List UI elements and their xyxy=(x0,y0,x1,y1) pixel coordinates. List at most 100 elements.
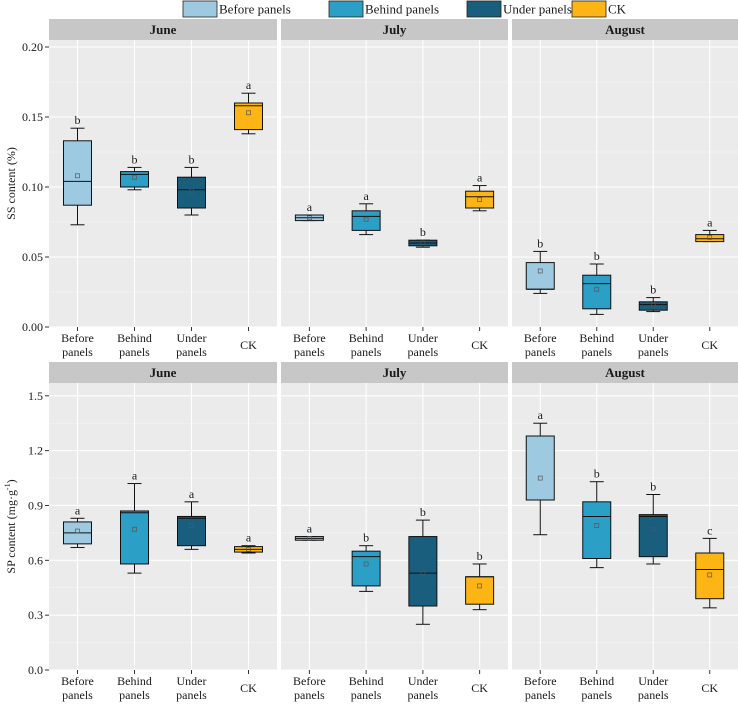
mean-marker xyxy=(132,526,137,532)
x-category-label-r0-p2-c2: Under panels xyxy=(638,331,669,359)
box-r1-p1-c0: a xyxy=(294,522,324,541)
mean-marker xyxy=(594,286,600,292)
mean-marker xyxy=(477,583,482,589)
significance-label: c xyxy=(707,523,712,537)
x-category-label-r1-p1-c3: CK xyxy=(471,681,488,695)
significance-label: b xyxy=(477,549,483,563)
box-iqr xyxy=(234,102,263,131)
mean-marker xyxy=(75,528,80,534)
mean-marker xyxy=(307,215,312,221)
y-tick-label-row-0-4: 0.20 xyxy=(22,40,43,54)
box-r0-p2-c3: a xyxy=(695,215,725,243)
x-category-label-r0-p0-c1: Behind panels xyxy=(117,331,152,359)
y-tick-label-row-0-0: 0.00 xyxy=(22,320,43,334)
y-tick-label-row-1-5: 1.5 xyxy=(28,389,43,403)
significance-label: b xyxy=(420,505,426,519)
panel-strip-r0-p2 xyxy=(512,19,738,40)
panel-bg-r1-p1 xyxy=(281,383,508,670)
mean-marker xyxy=(363,216,369,222)
y-axis-label-row-1: SP content (mg·g-1) xyxy=(3,479,18,573)
significance-label: b xyxy=(594,467,600,481)
legend-label-3: CK xyxy=(608,2,627,17)
box-r0-p1-c2: b xyxy=(408,225,438,248)
x-category-label-r0-p2-c3: CK xyxy=(701,338,718,352)
y-tick-label-row-1-0: 0.0 xyxy=(28,663,43,677)
legend-label-1: Behind panels xyxy=(365,2,439,17)
x-category-label-r1-p0-c1: Behind panels xyxy=(117,674,152,702)
x-category-label-r1-p1-c1: Behind panels xyxy=(349,674,384,702)
panel-title-r1-p2: August xyxy=(605,365,645,380)
x-category-label-r1-p0-c3: CK xyxy=(240,681,257,695)
panel-strip-r0-p0 xyxy=(49,19,277,40)
box-iqr xyxy=(177,515,206,547)
significance-label: b xyxy=(537,236,543,250)
box-iqr xyxy=(638,514,668,558)
significance-label: b xyxy=(132,152,138,166)
significance-label: a xyxy=(363,189,369,203)
box-r1-p1-c3: b xyxy=(465,549,495,611)
y-tick-label-row-1-1: 0.3 xyxy=(28,608,43,622)
significance-label: b xyxy=(650,283,656,297)
significance-label: a xyxy=(189,487,195,501)
box-r0-p2-c1: b xyxy=(582,249,612,315)
box-r0-p0-c2: b xyxy=(177,152,206,216)
mean-marker xyxy=(650,302,656,307)
x-category-label-r0-p1-c0: Before panels xyxy=(293,331,326,359)
legend-swatch-0 xyxy=(182,0,218,18)
box-r1-p1-c1: b xyxy=(351,531,381,592)
box-iqr xyxy=(120,510,149,565)
y-tick-label-row-1-2: 0.6 xyxy=(28,553,43,567)
panel-title-r1-p0: June xyxy=(150,365,177,380)
box-iqr xyxy=(351,210,381,231)
box-r0-p0-c1: b xyxy=(120,152,149,191)
box-iqr xyxy=(582,274,612,310)
significance-label: a xyxy=(246,78,252,92)
significance-label: a xyxy=(75,503,81,517)
x-category-label-r0-p1-c1: Behind panels xyxy=(349,331,384,359)
x-category-label-r0-p0-c3: CK xyxy=(240,338,257,352)
legend-swatch-1 xyxy=(328,0,364,18)
box-iqr xyxy=(525,262,555,290)
y-tick-label-row-1-4: 1.2 xyxy=(28,444,43,458)
mean-marker xyxy=(363,561,369,567)
panel-strip-r1-p0 xyxy=(49,362,277,383)
mean-marker xyxy=(307,536,312,541)
box-iqr xyxy=(638,301,668,311)
x-category-label-r1-p2-c2: Under panels xyxy=(638,674,669,702)
x-category-label-r0-p1-c2: Under panels xyxy=(408,331,439,359)
y-tick-label-row-0-2: 0.10 xyxy=(22,180,43,194)
significance-label: b xyxy=(189,152,195,166)
x-category-label-r1-p0-c0: Before panels xyxy=(61,674,94,702)
panel-strip-r1-p2 xyxy=(512,362,738,383)
mean-marker xyxy=(246,547,251,552)
significance-label: b xyxy=(650,480,656,494)
mean-marker xyxy=(246,110,251,116)
significance-label: a xyxy=(707,215,713,229)
mean-marker xyxy=(537,268,543,274)
panel-title-r1-p1: July xyxy=(383,365,407,380)
significance-label: a xyxy=(132,469,138,483)
box-r0-p0-c0: b xyxy=(63,113,92,226)
box-r0-p2-c2: b xyxy=(638,283,668,313)
x-category-label-r0-p0-c0: Before panels xyxy=(61,331,94,359)
box-r0-p1-c1: a xyxy=(351,189,381,236)
box-r1-p2-c1: b xyxy=(582,467,612,569)
y-tick-label-row-1-3: 0.9 xyxy=(28,498,43,512)
box-iqr xyxy=(465,576,495,605)
box-r0-p0-c3: a xyxy=(234,78,263,135)
x-category-label-r0-p0-c2: Under panels xyxy=(176,331,207,359)
panel-title-r0-p0: June xyxy=(150,22,177,37)
legend-swatch-3 xyxy=(571,0,607,18)
box-r1-p1-c2: b xyxy=(408,505,438,625)
box-r1-p0-c2: a xyxy=(177,487,206,550)
y-tick-label-row-0-1: 0.05 xyxy=(22,250,43,264)
x-category-label-r1-p2-c0: Before panels xyxy=(524,674,557,702)
mean-marker xyxy=(594,523,600,528)
box-r0-p1-c3: a xyxy=(465,171,495,212)
significance-label: b xyxy=(594,249,600,263)
significance-label: a xyxy=(538,408,544,422)
significance-label: a xyxy=(246,531,252,545)
mean-marker xyxy=(75,173,80,179)
panel-title-r0-p2: August xyxy=(605,22,645,37)
